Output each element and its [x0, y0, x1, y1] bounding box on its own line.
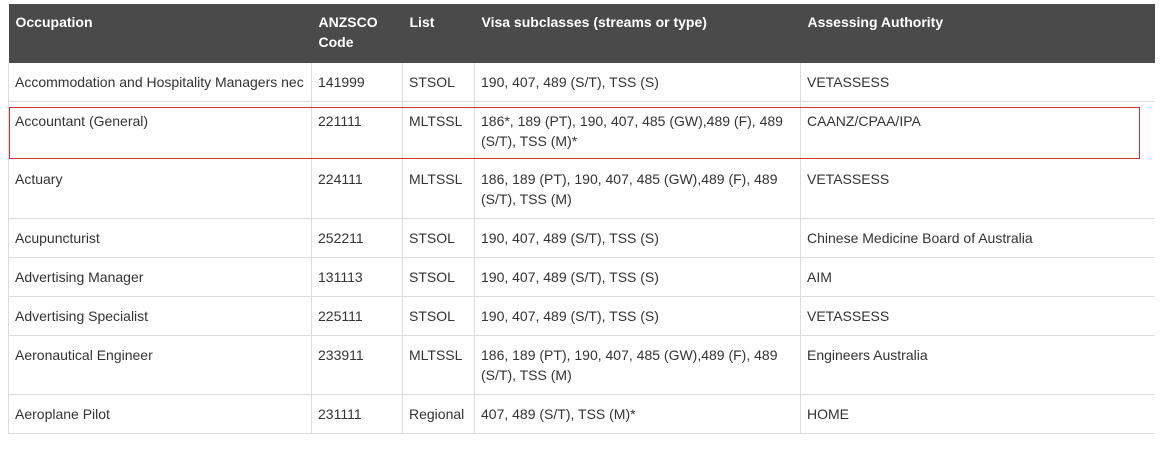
table-row: Advertising Manager 131113 STSOL 190, 40…: [8, 257, 1155, 297]
cell-list: Regional: [402, 394, 475, 434]
occupation-table-container: Occupation ANZSCO Code List Visa subclas…: [8, 4, 1155, 455]
cell-authority: CAANZ/CPAA/IPA: [800, 101, 1155, 160]
cell-code: 231111: [311, 394, 403, 434]
cell-occupation: Aeroplane Pilot: [8, 394, 312, 434]
cell-code: 221111: [311, 101, 403, 160]
header-row: Occupation ANZSCO Code List Visa subclas…: [8, 4, 1155, 63]
cell-visa: 186, 189 (PT), 190, 407, 485 (GW),489 (F…: [474, 160, 801, 219]
cell-list: STSOL: [402, 296, 475, 336]
table-row: Accommodation and Hospitality Managers n…: [8, 63, 1155, 102]
cell-authority: VETASSESS: [800, 296, 1155, 336]
cell-occupation: Advertising Specialist: [8, 296, 312, 336]
cell-list: MLTSSL: [402, 335, 475, 395]
header-occupation[interactable]: Occupation: [8, 4, 312, 63]
cell-code: 141999: [311, 63, 403, 102]
cell-code: 233911: [311, 335, 403, 395]
cell-visa: 190, 407, 489 (S/T), TSS (S): [474, 218, 801, 258]
cell-occupation: Accountant (General): [8, 101, 312, 160]
cell-occupation: Accommodation and Hospitality Managers n…: [8, 63, 312, 102]
cell-visa: 190, 407, 489 (S/T), TSS (S): [474, 257, 801, 297]
cell-list: MLTSSL: [402, 160, 475, 219]
cell-occupation: Advertising Manager: [8, 257, 312, 297]
cell-occupation: Aeronautical Engineer: [8, 335, 312, 395]
table-header: Occupation ANZSCO Code List Visa subclas…: [8, 4, 1155, 63]
header-assessing-authority[interactable]: Assessing Authority: [800, 4, 1155, 63]
table-row: Actuary 224111 MLTSSL 186, 189 (PT), 190…: [8, 160, 1155, 219]
table-row-highlighted: Accountant (General) 221111 MLTSSL 186*,…: [8, 101, 1155, 160]
table-row: Aeronautical Engineer 233911 MLTSSL 186,…: [8, 335, 1155, 395]
cell-list: STSOL: [402, 63, 475, 102]
header-list[interactable]: List: [402, 4, 475, 63]
occupation-table: Occupation ANZSCO Code List Visa subclas…: [8, 4, 1155, 434]
cell-occupation: Actuary: [8, 160, 312, 219]
cell-authority: Chinese Medicine Board of Australia: [800, 218, 1155, 258]
cell-code: 225111: [311, 296, 403, 336]
cell-visa: 190, 407, 489 (S/T), TSS (S): [474, 63, 801, 102]
cell-code: 131113: [311, 257, 403, 297]
cell-occupation: Acupuncturist: [8, 218, 312, 258]
cell-authority: AIM: [800, 257, 1155, 297]
table-body: Accommodation and Hospitality Managers n…: [8, 63, 1155, 434]
cell-code: 224111: [311, 160, 403, 219]
header-anzsco-code[interactable]: ANZSCO Code: [311, 4, 403, 63]
cell-list: MLTSSL: [402, 101, 475, 160]
cell-code: 252211: [311, 218, 403, 258]
table-row: Acupuncturist 252211 STSOL 190, 407, 489…: [8, 218, 1155, 258]
table-row: Aeroplane Pilot 231111 Regional 407, 489…: [8, 394, 1155, 434]
cell-visa: 190, 407, 489 (S/T), TSS (S): [474, 296, 801, 336]
cell-list: STSOL: [402, 257, 475, 297]
cell-visa: 186*, 189 (PT), 190, 407, 485 (GW),489 (…: [474, 101, 801, 160]
cell-authority: VETASSESS: [800, 63, 1155, 102]
header-visa-subclasses[interactable]: Visa subclasses (streams or type): [474, 4, 801, 63]
cell-visa: 407, 489 (S/T), TSS (M)*: [474, 394, 801, 434]
table-row: Advertising Specialist 225111 STSOL 190,…: [8, 296, 1155, 336]
cell-authority: Engineers Australia: [800, 335, 1155, 395]
cell-list: STSOL: [402, 218, 475, 258]
cell-visa: 186, 189 (PT), 190, 407, 485 (GW),489 (F…: [474, 335, 801, 395]
cell-authority: VETASSESS: [800, 160, 1155, 219]
cell-authority: HOME: [800, 394, 1155, 434]
